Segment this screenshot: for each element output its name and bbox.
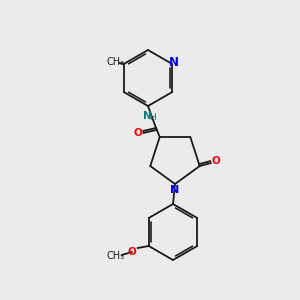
Text: N: N bbox=[169, 56, 179, 70]
Text: CH₃: CH₃ bbox=[107, 57, 125, 67]
Text: O: O bbox=[128, 247, 136, 257]
Text: H: H bbox=[150, 113, 156, 122]
Text: N: N bbox=[142, 111, 152, 121]
Text: N: N bbox=[170, 185, 180, 195]
Text: O: O bbox=[134, 128, 142, 138]
Text: CH₃: CH₃ bbox=[107, 251, 125, 261]
Text: O: O bbox=[212, 156, 220, 166]
